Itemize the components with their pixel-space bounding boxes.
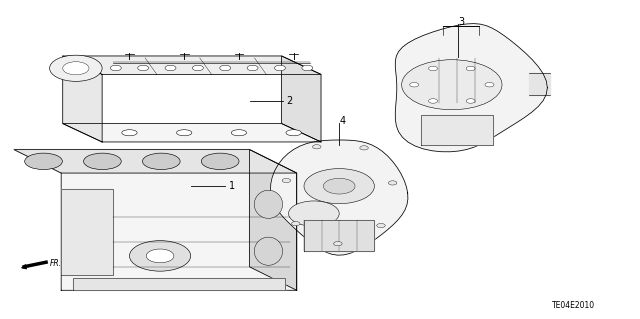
Ellipse shape <box>231 130 246 136</box>
Circle shape <box>275 65 285 71</box>
Polygon shape <box>304 220 374 251</box>
Polygon shape <box>421 115 493 145</box>
Polygon shape <box>250 150 297 290</box>
Circle shape <box>333 241 342 246</box>
Text: 2: 2 <box>287 96 293 107</box>
Circle shape <box>282 178 291 182</box>
Circle shape <box>312 145 321 149</box>
Circle shape <box>165 65 176 71</box>
Circle shape <box>110 65 121 71</box>
Polygon shape <box>73 278 285 290</box>
Circle shape <box>49 55 102 81</box>
Circle shape <box>429 66 438 71</box>
Polygon shape <box>63 56 102 142</box>
Polygon shape <box>529 73 550 95</box>
Circle shape <box>129 241 191 271</box>
Text: 4: 4 <box>339 116 346 126</box>
Ellipse shape <box>202 153 239 169</box>
Polygon shape <box>396 24 547 152</box>
Circle shape <box>289 201 339 226</box>
Circle shape <box>323 178 355 194</box>
Circle shape <box>247 65 258 71</box>
Circle shape <box>193 65 204 71</box>
Text: TE04E2010: TE04E2010 <box>552 301 595 310</box>
Circle shape <box>138 65 148 71</box>
Text: 3: 3 <box>458 17 465 27</box>
Text: 1: 1 <box>229 181 236 191</box>
Circle shape <box>410 83 419 87</box>
Circle shape <box>292 221 300 226</box>
Circle shape <box>402 60 502 110</box>
Circle shape <box>147 249 174 263</box>
Circle shape <box>485 83 494 87</box>
Circle shape <box>360 146 368 150</box>
Ellipse shape <box>286 130 301 136</box>
Ellipse shape <box>177 130 192 136</box>
Ellipse shape <box>84 153 121 169</box>
Ellipse shape <box>254 237 283 265</box>
Circle shape <box>304 168 374 204</box>
Circle shape <box>220 65 230 71</box>
Polygon shape <box>271 140 408 255</box>
Circle shape <box>466 66 475 71</box>
Ellipse shape <box>254 190 283 219</box>
Circle shape <box>377 223 385 228</box>
Text: FR.: FR. <box>50 259 62 268</box>
Circle shape <box>63 62 89 75</box>
Polygon shape <box>14 150 297 290</box>
Circle shape <box>302 65 313 71</box>
Ellipse shape <box>122 130 137 136</box>
Polygon shape <box>63 56 321 74</box>
Circle shape <box>466 99 475 103</box>
Polygon shape <box>61 189 113 275</box>
Circle shape <box>429 99 438 103</box>
Ellipse shape <box>25 153 62 169</box>
Polygon shape <box>14 150 297 173</box>
Polygon shape <box>63 123 321 142</box>
Polygon shape <box>282 56 321 142</box>
Ellipse shape <box>143 153 180 169</box>
Circle shape <box>388 181 397 185</box>
